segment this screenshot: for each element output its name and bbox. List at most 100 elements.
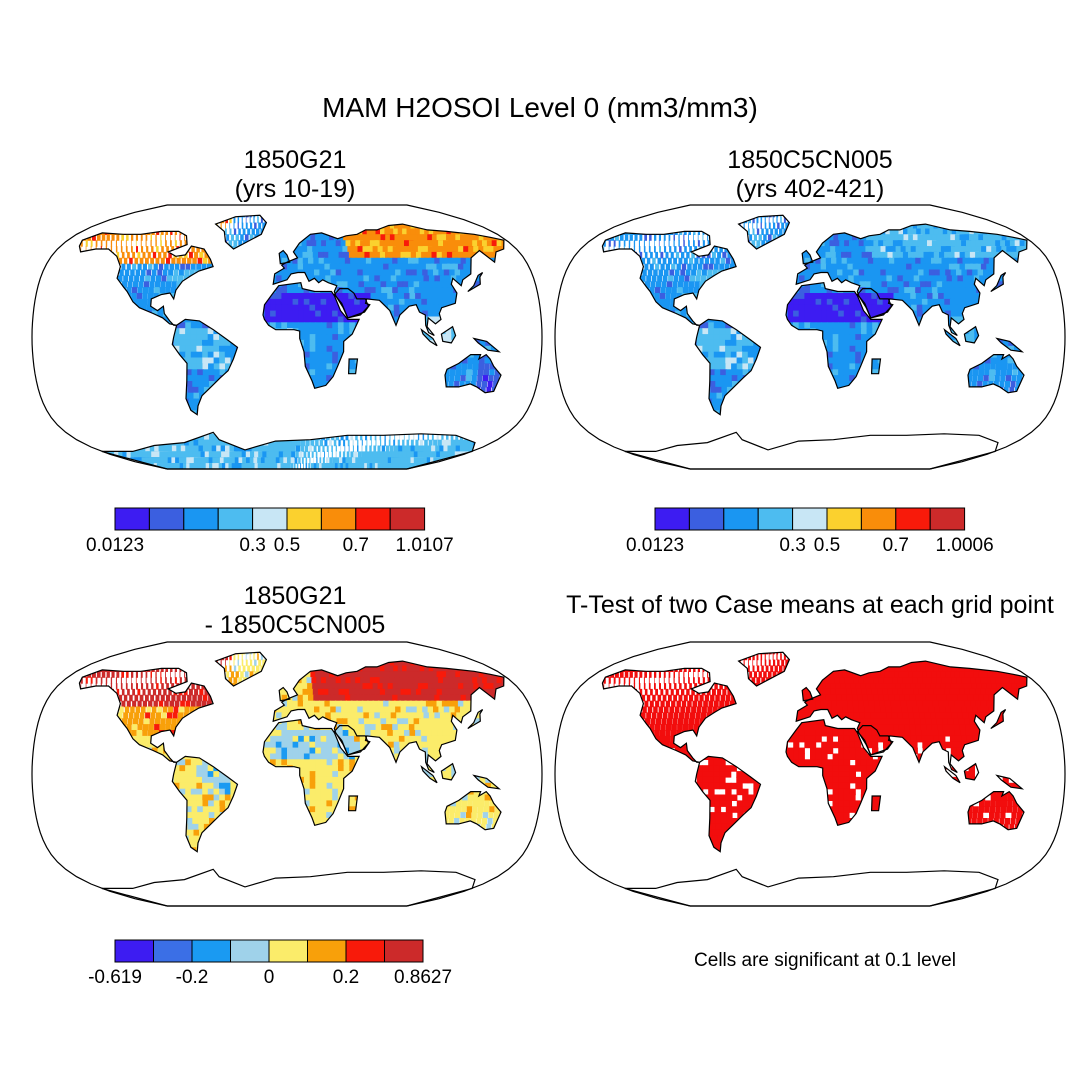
colorbar-tick-label: -0.619 [88, 967, 142, 988]
coastline-australia [967, 790, 1025, 831]
coastline-antarctica [101, 431, 476, 470]
coastline-borneo [440, 325, 457, 344]
coastline-sumatra [420, 765, 438, 784]
coastline-sumatra [420, 328, 438, 347]
panel-title-ttest: T-Test of two Case means at each grid po… [566, 591, 1054, 619]
colorbar-tick-label: 0.0123 [86, 535, 144, 556]
coastline-arabia [856, 725, 893, 756]
colorbar-swatch [230, 939, 270, 963]
colorbar-tick-label: 0.3 [239, 535, 265, 556]
colorbar-tick-label: 0.8627 [394, 967, 452, 988]
coastline-arabia [333, 288, 370, 319]
coastline-madagascar [347, 358, 359, 375]
colorbar-swatch [355, 507, 391, 531]
coastline-borneo [963, 325, 980, 344]
colorbar-swatch [183, 507, 219, 531]
colorbar-swatch [153, 939, 193, 963]
coastlines [601, 214, 1028, 470]
map-boundary [31, 641, 543, 907]
coastline-africa [262, 282, 361, 390]
coastline-south-america [694, 755, 762, 853]
coastline-europe-asia [795, 223, 1028, 337]
panel-title-case1-line2: (yrs 10-19) [234, 175, 356, 203]
colorbar-difference: -0.619 -0.2 0 0.2 0.8627 [88, 939, 452, 988]
colorbar-swatch [688, 507, 725, 531]
coastline-antarctica [101, 868, 476, 907]
coastline-japan [467, 271, 484, 293]
grid-cells [602, 215, 1027, 429]
colorbar-swatch [792, 507, 828, 531]
coastlines [601, 651, 1028, 907]
grid-cells [602, 652, 1027, 866]
panel-title-difference-line1: 1850G21 [243, 582, 347, 610]
coastline-uk [801, 686, 814, 702]
colorbar-swatch [320, 507, 357, 531]
coastline-sumatra [943, 328, 961, 347]
panel-title-difference-line2: - 1850C5CN005 [204, 611, 386, 639]
colorbar-swatch [191, 939, 231, 963]
coastline-greenland [737, 214, 791, 250]
colorbar-swatch [860, 507, 897, 531]
coastline-new-guinea [995, 774, 1025, 790]
coastline-new-guinea [472, 774, 502, 790]
coastline-new-guinea [472, 337, 502, 353]
coastline-japan [990, 708, 1007, 730]
map-boundary [554, 204, 1066, 470]
colorbar-tick-label: 0.7 [883, 535, 909, 556]
coastline-north-america [601, 230, 737, 326]
coastline-south-america [171, 755, 239, 853]
coastline-europe-asia [272, 660, 505, 774]
colorbar-swatch [286, 507, 322, 531]
coastline-greenland [737, 651, 791, 687]
coastline-europe-asia [272, 223, 505, 337]
coastlines [78, 651, 505, 907]
coastline-sumatra [943, 765, 961, 784]
colorbar-swatch [654, 507, 690, 531]
map-case1 [31, 204, 543, 470]
coastline-north-america [78, 230, 214, 326]
coastline-africa [262, 719, 361, 827]
panel-title-case1: 1850G21 (yrs 10-19) [50, 146, 540, 204]
colorbar-case1: 0.0123 0.3 0.5 0.7 1.0107 [86, 507, 454, 556]
colorbar-tick-label: 0.2 [333, 967, 359, 988]
coastline-japan [467, 708, 484, 730]
coastline-borneo [440, 762, 457, 781]
panel-title-case1-line1: 1850G21 [243, 146, 347, 174]
colorbar-tick-label: 0.3 [779, 535, 805, 556]
coastline-madagascar [870, 795, 882, 812]
colorbar-swatch [826, 507, 862, 531]
colorbar-swatch [217, 507, 254, 531]
coastline-north-america [78, 667, 214, 763]
colorbar-tick-label: 0.5 [274, 535, 300, 556]
coastline-madagascar [870, 358, 882, 375]
colorbar-swatch [148, 507, 185, 531]
coastline-australia [444, 353, 502, 394]
map-boundary [31, 204, 543, 470]
coastline-australia [444, 790, 502, 831]
coastline-europe-asia [795, 660, 1028, 774]
panel-title-difference: 1850G21 - 1850C5CN005 [50, 582, 540, 640]
coastline-uk [278, 249, 291, 265]
colorbar-swatch [757, 507, 794, 531]
colorbar-swatch [389, 507, 426, 531]
coastline-uk [801, 249, 814, 265]
coastline-madagascar [347, 795, 359, 812]
colorbar-tick-label: 1.0107 [396, 535, 454, 556]
coastline-antarctica [624, 431, 999, 470]
figure-title: MAM H2OSOI Level 0 (mm3/mm3) [322, 92, 758, 123]
coastline-africa [785, 282, 884, 390]
colorbar-swatch [114, 507, 150, 531]
coastline-japan [990, 271, 1007, 293]
coastline-australia [967, 353, 1025, 394]
coastline-arabia [333, 725, 370, 756]
coastline-north-america [601, 667, 737, 763]
colorbar-swatch [384, 939, 424, 963]
coastline-south-america [694, 318, 762, 416]
grid-cells [79, 652, 504, 866]
coastline-south-america [171, 318, 239, 416]
colorbar-tick-label: -0.2 [176, 967, 209, 988]
colorbar-swatch [252, 507, 288, 531]
colorbar-swatch [307, 939, 347, 963]
coastline-borneo [963, 762, 980, 781]
colorbar-tick-label: 0.0123 [626, 535, 684, 556]
